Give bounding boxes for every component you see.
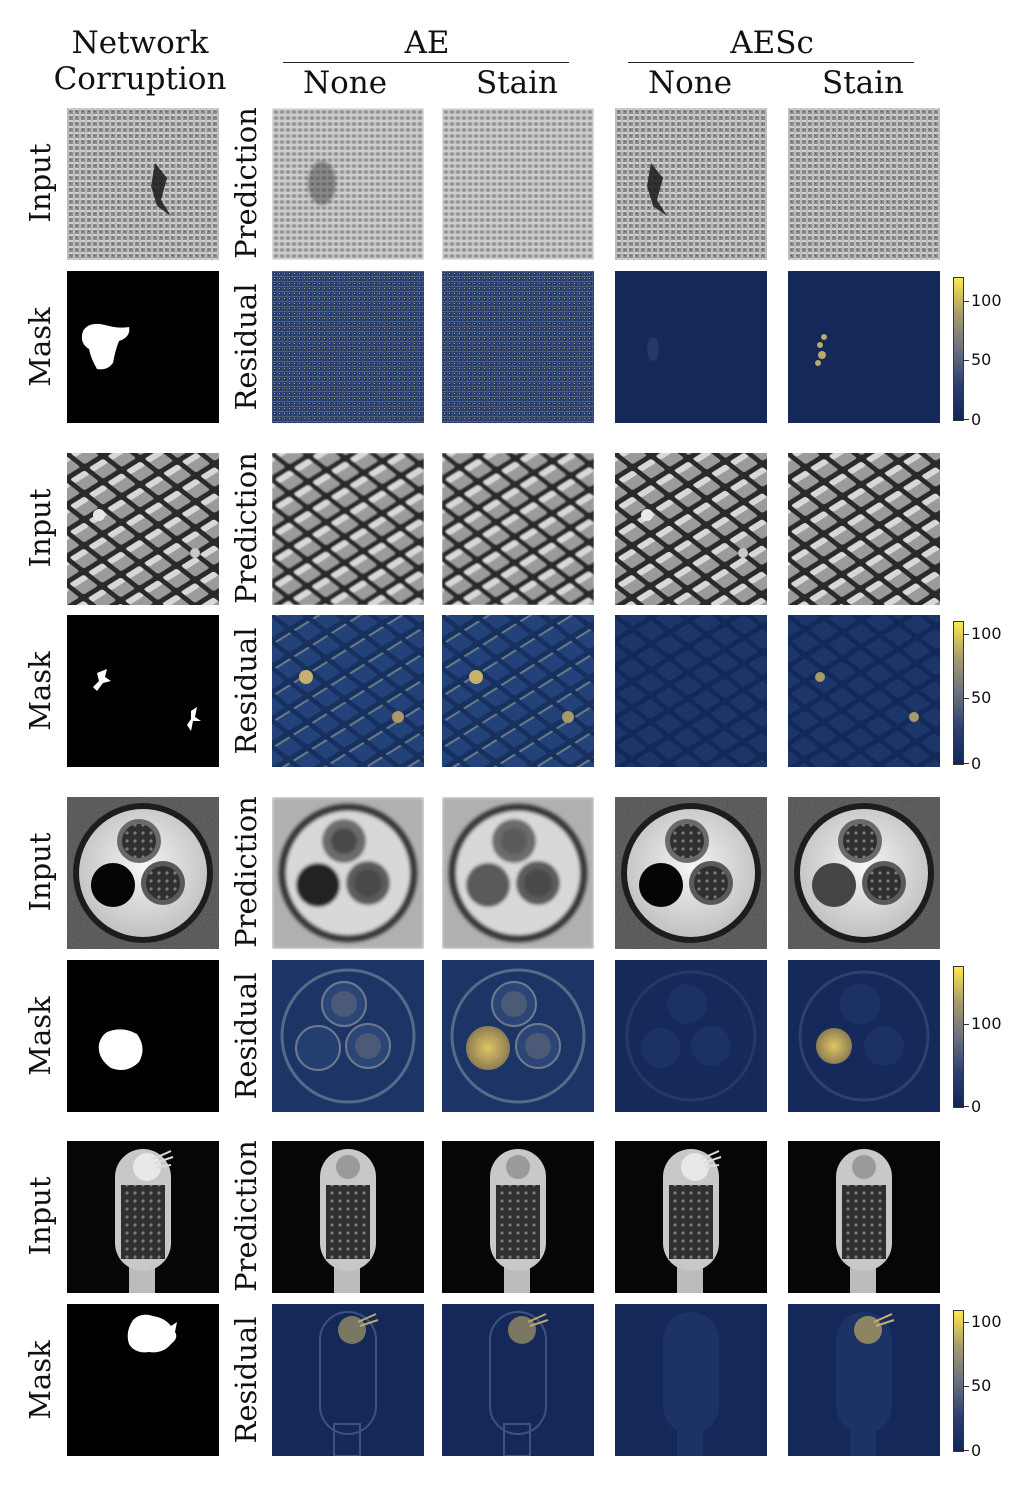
colorbar-1-tick-0	[964, 419, 969, 420]
row-label-prediction-1: Prediction	[229, 107, 263, 259]
header-aesc-none: None	[647, 65, 733, 101]
colorbar-2-tick-100	[964, 634, 969, 635]
carpet-aesc-none-prediction	[615, 108, 767, 260]
colorbar-2-tick-50	[964, 698, 969, 699]
carpet-mask	[67, 271, 219, 423]
row-label-residual-4: Residual	[229, 1316, 263, 1444]
header-ae-none: None	[302, 65, 388, 101]
grid-ae-none-residual	[272, 615, 424, 767]
grid-aesc-stain-residual	[788, 615, 940, 767]
grid-aesc-none-prediction	[615, 453, 767, 605]
toothbrush-aesc-stain-prediction	[788, 1141, 940, 1293]
toothbrush-aesc-stain-residual	[788, 1304, 940, 1456]
colorbar-4-tick-0	[964, 1450, 969, 1451]
toothbrush-aesc-none-residual	[615, 1304, 767, 1456]
colorbar-4-label-100: 100	[971, 1312, 1002, 1331]
grid-ae-none-prediction	[272, 453, 424, 605]
carpet-ae-stain-prediction	[442, 108, 594, 260]
capsule-aesc-none-prediction	[615, 797, 767, 949]
colorbar-1-tick-50	[964, 360, 969, 361]
grid-ae-stain-prediction	[442, 453, 594, 605]
toothbrush-input-image	[67, 1141, 219, 1293]
capsule-aesc-stain-prediction	[788, 797, 940, 949]
colorbar-3-label-0: 0	[971, 1097, 982, 1116]
row-label-input-4: Input	[23, 1176, 57, 1256]
row-label-mask-4: Mask	[23, 1340, 57, 1420]
colorbar-2	[953, 621, 964, 765]
grid-aesc-none-residual	[615, 615, 767, 767]
header-ae-rule	[283, 62, 569, 63]
toothbrush-ae-stain-prediction	[442, 1141, 594, 1293]
header-group-aesc: AESc	[730, 25, 814, 61]
row-label-residual-1: Residual	[229, 283, 263, 411]
header-aesc-rule	[628, 62, 914, 63]
colorbar-4-tick-50	[964, 1386, 969, 1387]
capsule-ae-none-prediction	[272, 797, 424, 949]
colorbar-1-tick-100	[964, 301, 969, 302]
carpet-ae-stain-residual	[442, 271, 594, 423]
capsule-ae-none-residual	[272, 960, 424, 1112]
colorbar-1-label-0: 0	[971, 410, 982, 429]
header-aesc-stain: Stain	[821, 65, 905, 101]
carpet-aesc-stain-residual	[788, 271, 940, 423]
row-label-residual-2: Residual	[229, 627, 263, 755]
carpet-aesc-stain-prediction	[788, 108, 940, 260]
toothbrush-ae-none-residual	[272, 1304, 424, 1456]
capsule-ae-stain-residual	[442, 960, 594, 1112]
toothbrush-mask	[67, 1304, 219, 1456]
toothbrush-ae-stain-residual	[442, 1304, 594, 1456]
colorbar-4-label-50: 50	[971, 1376, 992, 1395]
capsule-input-image	[67, 797, 219, 949]
header-group-ae: AE	[404, 25, 450, 61]
row-label-residual-3: Residual	[229, 972, 263, 1100]
toothbrush-ae-none-prediction	[272, 1141, 424, 1293]
colorbar-2-label-100: 100	[971, 624, 1002, 643]
carpet-input-image	[67, 108, 219, 260]
capsule-mask	[67, 960, 219, 1112]
toothbrush-aesc-none-prediction	[615, 1141, 767, 1293]
capsule-ae-stain-prediction	[442, 797, 594, 949]
row-label-prediction-3: Prediction	[229, 796, 263, 948]
row-label-input-1: Input	[23, 143, 57, 223]
header-ae-stain: Stain	[475, 65, 559, 101]
carpet-aesc-none-residual	[615, 271, 767, 423]
grid-ae-stain-residual	[442, 615, 594, 767]
row-label-input-2: Input	[23, 488, 57, 568]
row-label-prediction-4: Prediction	[229, 1140, 263, 1292]
grid-input-image	[67, 453, 219, 605]
colorbar-1	[953, 277, 964, 421]
colorbar-3	[953, 966, 964, 1108]
colorbar-3-tick-0	[964, 1106, 969, 1107]
colorbar-2-label-0: 0	[971, 754, 982, 773]
colorbar-3-label-100: 100	[971, 1014, 1002, 1033]
colorbar-2-label-50: 50	[971, 688, 992, 707]
colorbar-1-label-50: 50	[971, 350, 992, 369]
carpet-ae-none-prediction	[272, 108, 424, 260]
row-label-mask-3: Mask	[23, 996, 57, 1076]
row-label-input-3: Input	[23, 832, 57, 912]
header-corruption: Corruption	[53, 61, 227, 97]
row-label-mask-1: Mask	[23, 307, 57, 387]
colorbar-3-tick-100	[964, 1024, 969, 1025]
grid-aesc-stain-prediction	[788, 453, 940, 605]
colorbar-1-label-100: 100	[971, 291, 1002, 310]
colorbar-4	[953, 1310, 964, 1452]
colorbar-2-tick-0	[964, 763, 969, 764]
header-network: Network	[71, 25, 209, 61]
row-label-mask-2: Mask	[23, 651, 57, 731]
colorbar-4-tick-100	[964, 1322, 969, 1323]
capsule-aesc-none-residual	[615, 960, 767, 1112]
carpet-ae-none-residual	[272, 271, 424, 423]
capsule-aesc-stain-residual	[788, 960, 940, 1112]
row-label-prediction-2: Prediction	[229, 452, 263, 604]
grid-mask	[67, 615, 219, 767]
colorbar-4-label-0: 0	[971, 1441, 982, 1460]
